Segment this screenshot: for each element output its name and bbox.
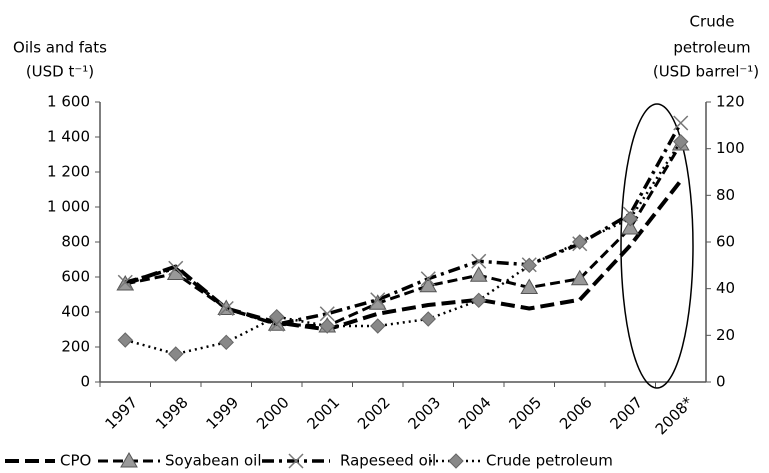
y-tick-label: 800: [61, 233, 90, 251]
x-tick-label: 1999: [203, 393, 243, 433]
legend-marker: [120, 451, 138, 468]
series-marker: [673, 133, 689, 150]
y2-axis-label: (USD barrel⁻¹): [653, 63, 759, 81]
legend-label: Rapeseed oil: [340, 452, 436, 470]
y2-tick-label: 0: [716, 373, 726, 391]
series-line: [124, 140, 682, 356]
x-tick-label: 2006: [556, 393, 596, 433]
y-tick-label: 200: [61, 338, 90, 356]
y-tick-label: 1 200: [47, 163, 90, 181]
y-tick-label: 0: [80, 373, 90, 391]
x-tick-label: 1998: [152, 393, 192, 433]
x-tick-label: 2001: [304, 393, 344, 433]
series-marker: [471, 253, 487, 269]
series-marker: [168, 346, 184, 362]
y-tick-label: 1 000: [47, 198, 90, 216]
series-marker: [319, 318, 335, 334]
x-tick-label: 1997: [102, 393, 142, 433]
series-marker: [420, 311, 436, 327]
series-marker: [471, 292, 487, 309]
x-tick-label: 2004: [455, 393, 495, 433]
series-marker: [622, 210, 638, 227]
series-line: [124, 179, 683, 332]
x-tick-label: 2000: [253, 393, 293, 433]
series-marker: [419, 276, 438, 293]
x-tick-label: 2005: [506, 393, 546, 433]
legend-label: Crude petroleum: [486, 452, 613, 470]
series-marker: [319, 306, 335, 322]
x-tick-label: 2002: [354, 393, 394, 433]
legend-marker: [448, 453, 464, 469]
highlight-ellipse: [620, 103, 694, 389]
series-marker: [520, 278, 539, 294]
series-marker: [572, 234, 588, 250]
x-tick-label: 2003: [405, 393, 445, 433]
legend-marker: [288, 453, 304, 469]
y-axis-label: (USD t⁻¹): [26, 63, 94, 81]
legend-label: CPO: [60, 452, 91, 470]
y2-tick-label: 40: [716, 279, 735, 297]
y-tick-label: 1 400: [47, 128, 90, 146]
y-tick-label: 400: [61, 303, 90, 321]
x-tick-label: 2008*: [652, 393, 697, 438]
y2-tick-label: 60: [716, 233, 735, 251]
series-marker: [570, 269, 589, 286]
series-marker: [370, 292, 386, 308]
y2-tick-label: 20: [716, 326, 735, 344]
y2-tick-label: 80: [716, 186, 735, 204]
series-marker: [218, 334, 234, 351]
series-marker: [621, 218, 640, 235]
series-marker: [117, 274, 133, 290]
legend-label: Soyabean oil: [165, 452, 262, 470]
y2-axis-label: petroleum: [673, 39, 750, 57]
series-marker: [420, 271, 436, 287]
y2-tick-label: 100: [716, 139, 745, 157]
y-axis-label: Oils and fats: [13, 39, 107, 57]
y2-tick-label: 120: [716, 93, 745, 111]
series-marker: [269, 308, 285, 325]
series-marker: [117, 332, 133, 348]
y-tick-label: 600: [61, 268, 90, 286]
y-tick-label: 1 600: [47, 93, 90, 111]
series-marker: [168, 260, 184, 276]
y2-axis-label: Crude: [690, 13, 735, 31]
series-line: [124, 122, 683, 326]
series-marker: [218, 300, 234, 317]
series-marker: [469, 266, 488, 282]
x-tick-label: 2007: [607, 393, 647, 433]
series-marker: [521, 257, 537, 274]
series-marker: [673, 115, 689, 131]
series-marker: [370, 318, 386, 334]
